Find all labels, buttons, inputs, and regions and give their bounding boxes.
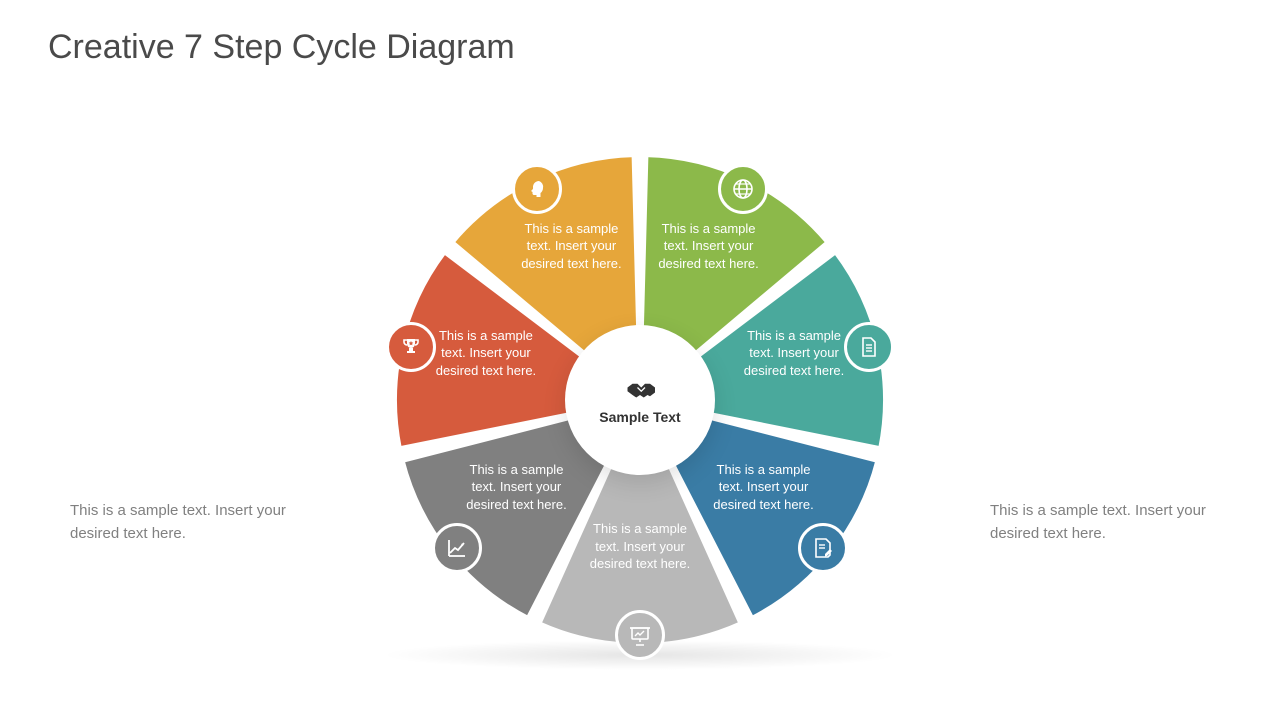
segment-text-2: This is a sample text. Insert your desir… (734, 327, 854, 380)
presentation-icon (615, 610, 665, 660)
handshake-icon (618, 375, 662, 405)
center-label: Sample Text (599, 409, 680, 426)
segment-text-1: This is a sample text. Insert your desir… (649, 220, 769, 273)
globe-icon (718, 164, 768, 214)
segment-text-5: This is a sample text. Insert your desir… (456, 461, 576, 514)
center-hub: Sample Text (565, 325, 715, 475)
trophy-icon (386, 322, 436, 372)
chart-line-icon (432, 523, 482, 573)
segment-text-3: This is a sample text. Insert your desir… (704, 461, 824, 514)
document-icon (844, 322, 894, 372)
head-icon (512, 164, 562, 214)
segment-text-6: This is a sample text. Insert your desir… (426, 327, 546, 380)
side-text-left: This is a sample text. Insert your desir… (70, 500, 300, 545)
side-text-right: This is a sample text. Insert your desir… (990, 500, 1220, 545)
note-edit-icon (798, 523, 848, 573)
segment-text-4: This is a sample text. Insert your desir… (580, 520, 700, 573)
segment-text-7: This is a sample text. Insert your desir… (511, 220, 631, 273)
